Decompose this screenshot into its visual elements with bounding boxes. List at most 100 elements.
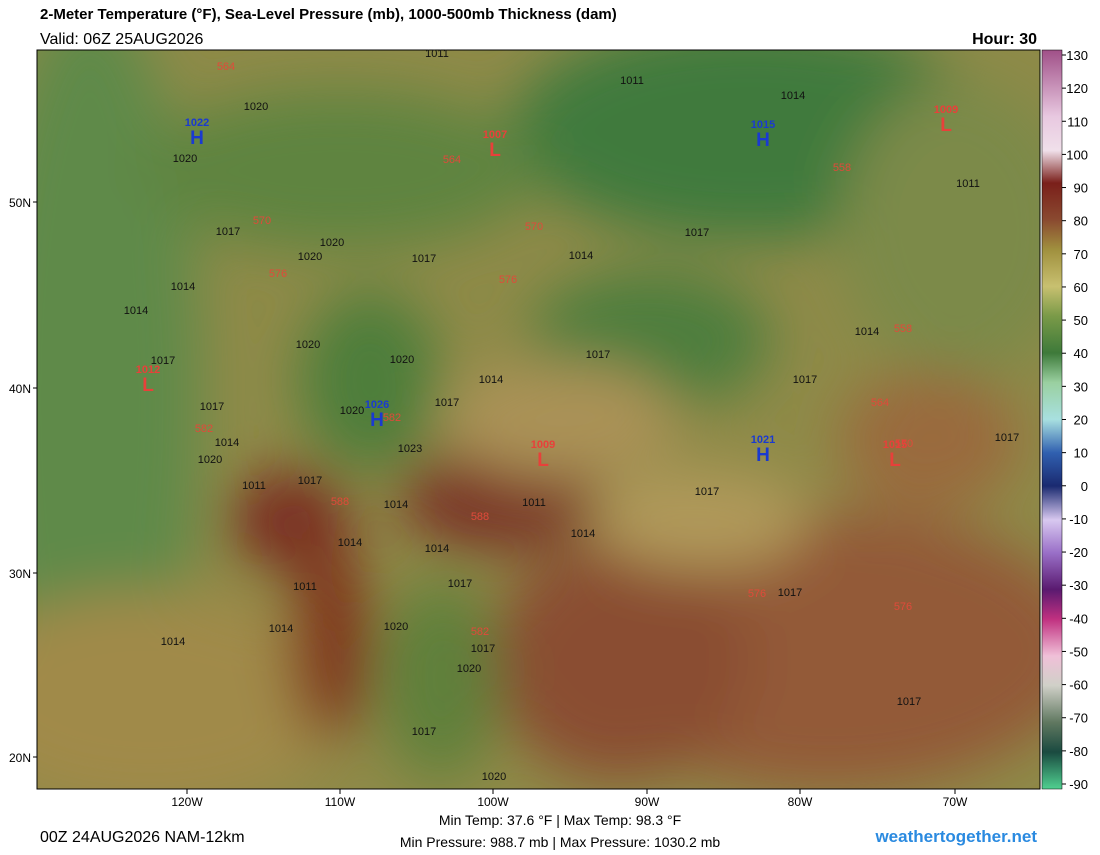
pressure-contour-label: 1017 bbox=[298, 475, 322, 487]
pressure-contour-label: 1011 bbox=[956, 178, 980, 190]
pressure-center-value: 1009 bbox=[531, 439, 555, 451]
lat-label: 20N bbox=[9, 751, 31, 765]
thickness-contour-label: 588 bbox=[331, 496, 349, 508]
pressure-contour-label: 1011 bbox=[242, 480, 266, 492]
colorbar-label: 50 bbox=[1074, 313, 1088, 328]
model-run: 00Z 24AUG2026 NAM-12km bbox=[40, 829, 245, 846]
pressure-center-letter: H bbox=[756, 445, 770, 466]
pressure-contour-label: 1020 bbox=[320, 237, 344, 249]
pressure-contour-label: 1014 bbox=[479, 374, 503, 386]
pressure-contour-label: 1020 bbox=[296, 339, 320, 351]
colorbar-label: -30 bbox=[1069, 578, 1088, 593]
pressure-center-value: 1026 bbox=[365, 399, 389, 411]
thickness-contour-label: 570 bbox=[253, 215, 271, 227]
pressure-contour-label: 1011 bbox=[522, 497, 546, 509]
forecast-hour: Hour: 30 bbox=[972, 31, 1037, 48]
colorbar-label: 70 bbox=[1074, 247, 1088, 262]
colorbar-label: -50 bbox=[1069, 644, 1088, 659]
colorbar-label: 90 bbox=[1074, 181, 1088, 196]
pressure-center-letter: L bbox=[489, 140, 501, 161]
pressure-contour-label: 1014 bbox=[569, 250, 593, 262]
pressure-contour-label: 1014 bbox=[425, 543, 449, 555]
title: 2-Meter Temperature (°F), Sea-Level Pres… bbox=[40, 6, 617, 23]
thickness-contour-label: 582 bbox=[195, 423, 213, 435]
thickness-contour-label: 576 bbox=[748, 588, 766, 600]
map-frame bbox=[36, 49, 1041, 790]
pressure-contour-label: 1020 bbox=[173, 153, 197, 165]
pressure-contour-label: 1017 bbox=[412, 726, 436, 738]
pressure-contour-label: 1017 bbox=[435, 397, 459, 409]
pressure-contour-label: 1017 bbox=[897, 696, 921, 708]
colorbar-label: -80 bbox=[1069, 744, 1088, 759]
pressure-contour-label: 1014 bbox=[269, 623, 293, 635]
pressure-center-letter: H bbox=[756, 130, 770, 151]
pressure-contour-label: 1017 bbox=[471, 643, 495, 655]
thickness-contour-label: 576 bbox=[499, 274, 517, 286]
lon-label: 120W bbox=[171, 795, 203, 809]
lat-label: 40N bbox=[9, 382, 31, 396]
colorbar-label: 60 bbox=[1074, 280, 1088, 295]
thickness-contour-label: 576 bbox=[269, 268, 287, 280]
pressure-contour-label: 1020 bbox=[298, 251, 322, 263]
thickness-contour-label: 570 bbox=[525, 221, 543, 233]
colorbar-label: -60 bbox=[1069, 678, 1088, 693]
pressure-contour-label: 1017 bbox=[685, 227, 709, 239]
thickness-contour-label: 582 bbox=[383, 412, 401, 424]
temp-stats: Min Temp: 37.6 °F | Max Temp: 98.3 °F bbox=[439, 812, 681, 828]
pressure-contour-label: 1011 bbox=[425, 48, 449, 60]
colorbar-label: 120 bbox=[1066, 81, 1088, 96]
thickness-contour-label: 558 bbox=[833, 162, 851, 174]
pressure-contour-label: 1014 bbox=[781, 90, 805, 102]
pressure-contour-label: 1017 bbox=[216, 226, 240, 238]
thickness-contour-label: 582 bbox=[471, 626, 489, 638]
colorbar-label: 130 bbox=[1066, 48, 1088, 63]
pressure-contour-label: 1017 bbox=[995, 432, 1019, 444]
pressure-contour-label: 1014 bbox=[338, 537, 362, 549]
pressure-center-letter: H bbox=[370, 410, 384, 431]
colorbar-label: 10 bbox=[1074, 446, 1088, 461]
pressure-center-value: 1021 bbox=[751, 434, 775, 446]
colorbar-label: 100 bbox=[1066, 147, 1088, 162]
colorbar-label: 40 bbox=[1074, 346, 1088, 361]
pressure-stats: Min Pressure: 988.7 mb | Max Pressure: 1… bbox=[400, 834, 721, 850]
thickness-contour-label: 564 bbox=[443, 154, 461, 166]
pressure-center-letter: L bbox=[889, 450, 901, 471]
colorbar bbox=[1041, 49, 1063, 790]
thickness-contour-label: 576 bbox=[894, 601, 912, 613]
site: weathertogether.net bbox=[874, 827, 1037, 846]
pressure-contour-label: 1011 bbox=[293, 581, 317, 593]
pressure-contour-label: 1020 bbox=[390, 354, 414, 366]
colorbar-label: 0 bbox=[1081, 479, 1088, 494]
colorbar-label: -40 bbox=[1069, 611, 1088, 626]
colorbar-label: -20 bbox=[1069, 545, 1088, 560]
pressure-contour-label: 1017 bbox=[151, 355, 175, 367]
pressure-center-letter: L bbox=[142, 375, 154, 396]
pressure-contour-label: 1020 bbox=[340, 405, 364, 417]
pressure-contour-label: 1020 bbox=[457, 663, 481, 675]
colorbar-label: 20 bbox=[1074, 413, 1088, 428]
pressure-contour-label: 1014 bbox=[855, 326, 879, 338]
pressure-contour-label: 1017 bbox=[778, 587, 802, 599]
pressure-contour-label: 1017 bbox=[695, 486, 719, 498]
pressure-center-value: 1007 bbox=[483, 129, 507, 141]
lon-label: 80W bbox=[788, 795, 813, 809]
pressure-contour-label: 1017 bbox=[200, 401, 224, 413]
thickness-contour-label: 564 bbox=[871, 397, 889, 409]
pressure-center-letter: L bbox=[940, 115, 952, 136]
map-area bbox=[37, 50, 1040, 789]
pressure-contour-label: 1023 bbox=[398, 443, 422, 455]
pressure-center-value: 1015 bbox=[883, 439, 907, 451]
pressure-center-value: 1012 bbox=[136, 364, 160, 376]
colorbar-label: 80 bbox=[1074, 214, 1088, 229]
pressure-contour-label: 1017 bbox=[412, 253, 436, 265]
lon-label: 90W bbox=[635, 795, 660, 809]
colorbar-label: -10 bbox=[1069, 512, 1088, 527]
colorbar-label: 30 bbox=[1074, 379, 1088, 394]
lon-label: 100W bbox=[477, 795, 509, 809]
pressure-contour-label: 1017 bbox=[793, 374, 817, 386]
lon-label: 110W bbox=[325, 795, 356, 809]
pressure-contour-label: 1014 bbox=[171, 281, 195, 293]
valid-time: Valid: 06Z 25AUG2026 bbox=[40, 31, 203, 48]
pressure-contour-label: 1020 bbox=[384, 621, 408, 633]
